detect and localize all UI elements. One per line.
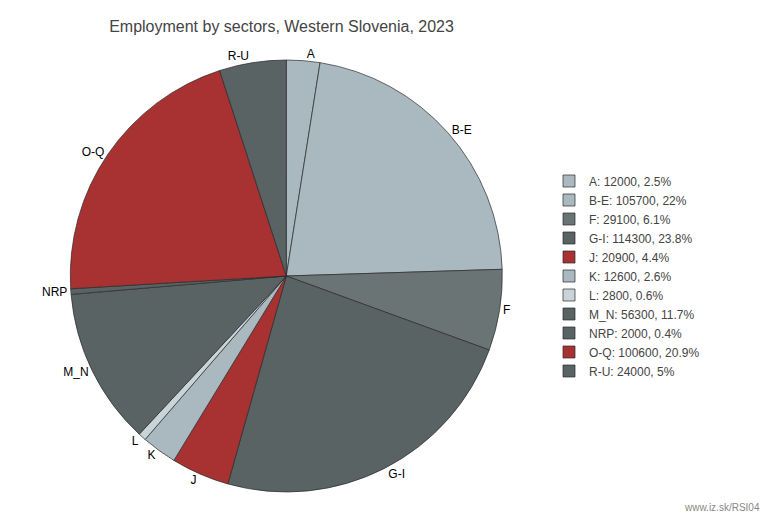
svg-text:G-I: 114300, 23.8%: G-I: 114300, 23.8% <box>589 232 693 246</box>
svg-text:R-U: R-U <box>228 49 249 63</box>
svg-text:O-Q: O-Q <box>82 145 105 159</box>
svg-text:F: F <box>503 303 510 317</box>
svg-text:NRP: 2000, 0.4%: NRP: 2000, 0.4% <box>589 327 682 341</box>
svg-text:www.iz.sk/RSI04: www.iz.sk/RSI04 <box>684 502 760 513</box>
svg-text:K: 12600, 2.6%: K: 12600, 2.6% <box>589 270 671 284</box>
svg-text:O-Q: 100600, 20.9%: O-Q: 100600, 20.9% <box>589 346 699 360</box>
svg-text:K: K <box>148 448 156 462</box>
svg-text:J: J <box>191 473 197 487</box>
svg-text:A: A <box>307 47 315 61</box>
svg-text:M_N: 56300, 11.7%: M_N: 56300, 11.7% <box>589 308 695 322</box>
svg-text:Employment by sectors, Western: Employment by sectors, Western Slovenia,… <box>109 18 454 35</box>
svg-text:B-E: 105700, 22%: B-E: 105700, 22% <box>589 194 687 208</box>
svg-text:F: 29100, 6.1%: F: 29100, 6.1% <box>589 213 671 227</box>
svg-text:NRP: NRP <box>42 285 67 299</box>
svg-text:G-I: G-I <box>388 467 405 481</box>
svg-text:R-U: 24000, 5%: R-U: 24000, 5% <box>589 365 675 379</box>
svg-text:L: 2800, 0.6%: L: 2800, 0.6% <box>589 289 663 303</box>
svg-text:B-E: B-E <box>452 123 472 137</box>
svg-text:A: 12000, 2.5%: A: 12000, 2.5% <box>589 175 671 189</box>
svg-text:M_N: M_N <box>63 365 88 379</box>
svg-text:L: L <box>132 434 139 448</box>
svg-text:J: 20900, 4.4%: J: 20900, 4.4% <box>589 251 669 265</box>
